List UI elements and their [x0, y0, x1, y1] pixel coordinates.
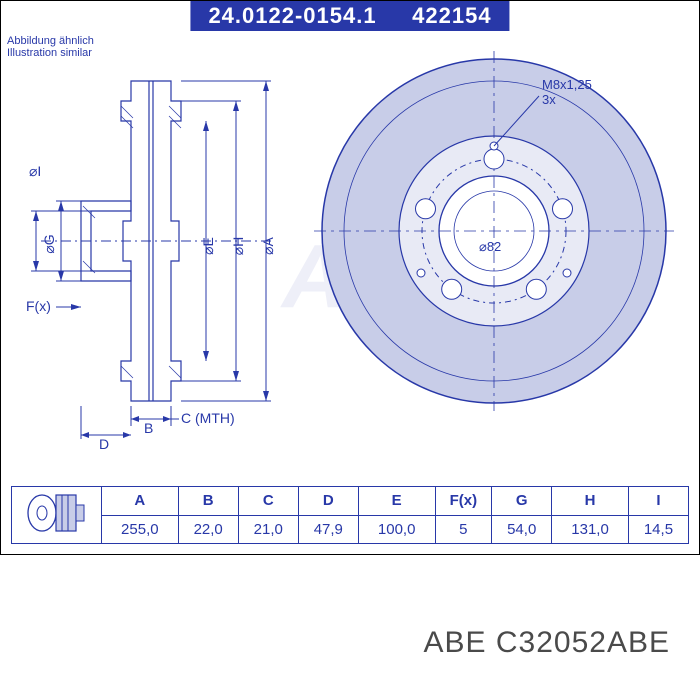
label-diaG: ⌀G	[41, 234, 57, 253]
table-value-row: 255,0 22,0 21,0 47,9 100,0 5 54,0 131,0 …	[12, 515, 689, 544]
short-code: 422154	[412, 3, 491, 28]
subtitle-de: Abbildung ähnlich	[7, 35, 94, 47]
rotor-icon	[22, 491, 92, 535]
label-diaI: ⌀I	[29, 163, 41, 179]
product-footer: ABE C32052ABE	[424, 626, 671, 660]
col-D: D	[298, 487, 358, 516]
label-B: B	[144, 420, 153, 436]
label-diaH: ⌀H	[230, 237, 246, 256]
label-F: F(x)	[26, 298, 51, 314]
val-E: 100,0	[358, 515, 435, 544]
col-I: I	[628, 487, 688, 516]
bolt-count: 3x	[542, 92, 556, 107]
rotor-icon-cell	[12, 487, 102, 544]
val-C: 21,0	[238, 515, 298, 544]
table-header-row: A B C D E F(x) G H I	[12, 487, 689, 516]
val-G: 54,0	[492, 515, 552, 544]
title-bar: 24.0122-0154.1 422154	[190, 1, 509, 31]
col-G: G	[492, 487, 552, 516]
front-view-diagram: M8x1,25 3x ⌀82	[314, 51, 674, 411]
col-B: B	[178, 487, 238, 516]
val-F: 5	[435, 515, 492, 544]
col-C: C	[238, 487, 298, 516]
technical-drawing: 24.0122-0154.1 422154 Abbildung ähnlich …	[0, 0, 700, 555]
label-D: D	[99, 436, 109, 452]
col-H: H	[552, 487, 629, 516]
label-C: C (MTH)	[181, 410, 235, 426]
val-A: 255,0	[102, 515, 179, 544]
hub-dia: ⌀82	[479, 239, 501, 254]
val-B: 22,0	[178, 515, 238, 544]
bolt-spec: M8x1,25	[542, 77, 592, 92]
val-I: 14,5	[628, 515, 688, 544]
label-diaA: ⌀A	[260, 236, 276, 254]
product-code: C32052ABE	[496, 626, 670, 659]
brand-name: ABE	[424, 626, 487, 659]
subtitle: Abbildung ähnlich Illustration similar	[7, 35, 94, 59]
label-diaE: ⌀E	[200, 237, 216, 255]
col-E: E	[358, 487, 435, 516]
part-number: 24.0122-0154.1	[208, 3, 376, 28]
val-D: 47,9	[298, 515, 358, 544]
dimension-table: A B C D E F(x) G H I 255,0 22,0 21,0 47,…	[11, 486, 689, 544]
col-A: A	[102, 487, 179, 516]
val-H: 131,0	[552, 515, 629, 544]
side-view-diagram: ⌀A ⌀H ⌀E ⌀G ⌀I F(x)	[21, 61, 281, 441]
col-F: F(x)	[435, 487, 492, 516]
subtitle-en: Illustration similar	[7, 47, 94, 59]
